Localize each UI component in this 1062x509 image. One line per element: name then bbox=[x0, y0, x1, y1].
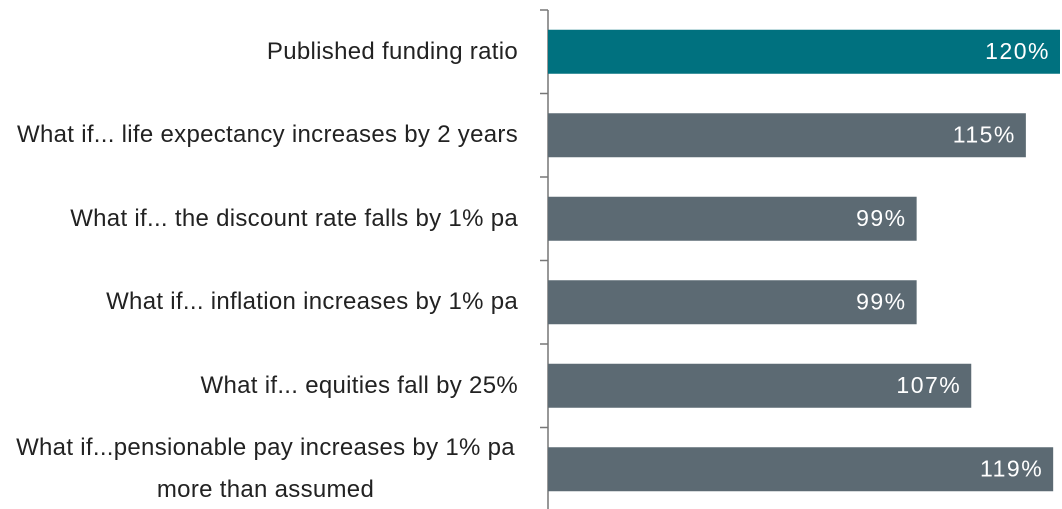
bar bbox=[548, 447, 1054, 492]
category-label: What if...pensionable pay increases by 1… bbox=[16, 434, 515, 504]
value-label: 120% bbox=[985, 38, 1050, 64]
category-label: What if... life expectancy increases by … bbox=[17, 121, 518, 149]
category-label: What if... inflation increases by 1% pa bbox=[106, 288, 518, 316]
bar bbox=[548, 196, 917, 241]
bar bbox=[548, 113, 1026, 158]
category-label: What if... equities fall by 25% bbox=[200, 371, 518, 399]
value-label: 99% bbox=[856, 205, 907, 231]
value-label: 115% bbox=[953, 121, 1016, 147]
bar bbox=[548, 280, 917, 325]
value-label: 107% bbox=[896, 372, 961, 398]
value-label: 99% bbox=[856, 288, 907, 314]
bar bbox=[548, 29, 1060, 74]
bar bbox=[548, 363, 972, 408]
value-label: 119% bbox=[980, 455, 1043, 481]
category-label: What if... the discount rate falls by 1%… bbox=[70, 204, 518, 232]
category-label: Published funding ratio bbox=[266, 37, 518, 65]
